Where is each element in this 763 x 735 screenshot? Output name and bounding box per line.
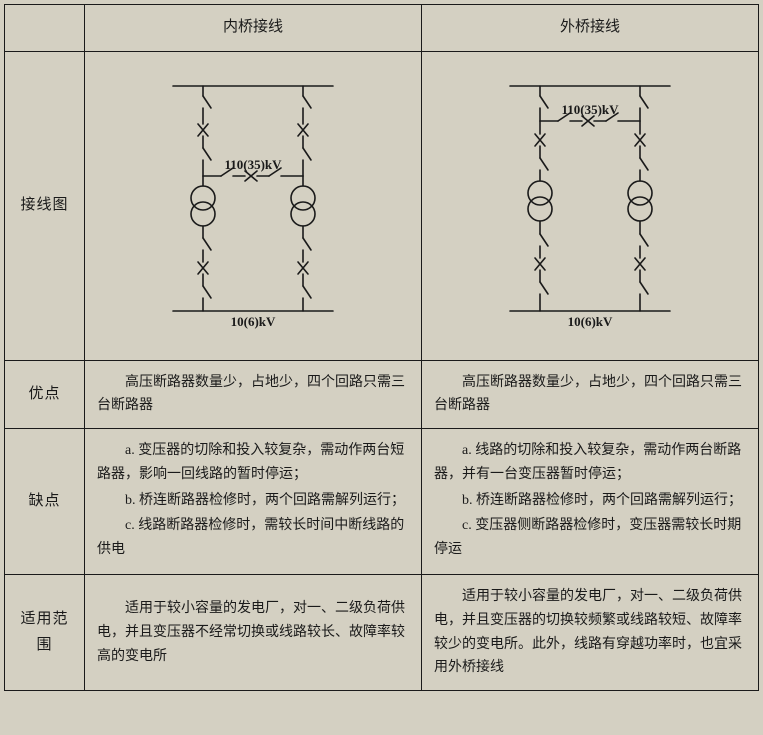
label-diagram: 接线图: [5, 51, 85, 360]
outer-bridge-diagram: 110(35)kV 10(6)kV: [422, 51, 759, 360]
label-disadvantages: 缺点: [5, 429, 85, 575]
outer-dis-b: b. 桥连断路器检修时，两个回路需解列运行；: [434, 489, 746, 513]
outer-dis-a: a. 线路的切除和投入较复杂，需动作两台断路器，并有一台变压器暂时停运；: [434, 439, 746, 487]
row-advantages: 优点 高压断路器数量少，占地少，四个回路只需三台断路器 高压断路器数量少，占地少…: [5, 360, 759, 429]
header-inner: 内桥接线: [85, 5, 422, 52]
outer-dis-c: c. 变压器侧断路器检修时，变压器需较长时期停运: [434, 514, 746, 562]
outer-disadvantages: a. 线路的切除和投入较复杂，需动作两台断路器，并有一台变压器暂时停运； b. …: [422, 429, 759, 575]
header-outer: 外桥接线: [422, 5, 759, 52]
outer-scope: 适用于较小容量的发电厂，对一、二级负荷供电，并且变压器的切换较频繁或线路较短、故…: [422, 575, 759, 691]
outer-lv-label: 10(6)kV: [568, 314, 613, 329]
inner-bridge-diagram: 110(35)kV 10(6)kV: [85, 51, 422, 360]
inner-dis-b: b. 桥连断路器检修时，两个回路需解列运行；: [97, 489, 409, 513]
row-diagram: 接线图: [5, 51, 759, 360]
comparison-table: 内桥接线 外桥接线 接线图: [4, 4, 759, 691]
inner-disadvantages: a. 变压器的切除和投入较复杂，需动作两台短路器，影响一回线路的暂时停运； b.…: [85, 429, 422, 575]
outer-bridge-svg: 110(35)kV 10(6)kV: [450, 66, 730, 346]
outer-advantages: 高压断路器数量少，占地少，四个回路只需三台断路器: [422, 360, 759, 429]
row-disadvantages: 缺点 a. 变压器的切除和投入较复杂，需动作两台短路器，影响一回线路的暂时停运；…: [5, 429, 759, 575]
header-empty: [5, 5, 85, 52]
outer-hv-label: 110(35)kV: [561, 102, 619, 117]
inner-lv-label: 10(6)kV: [231, 314, 276, 329]
label-advantages: 优点: [5, 360, 85, 429]
inner-dis-a: a. 变压器的切除和投入较复杂，需动作两台短路器，影响一回线路的暂时停运；: [97, 439, 409, 487]
inner-scope: 适用于较小容量的发电厂，对一、二级负荷供电，并且变压器不经常切换或线路较长、故障…: [85, 575, 422, 691]
inner-hv-label: 110(35)kV: [224, 157, 282, 172]
inner-advantages: 高压断路器数量少，占地少，四个回路只需三台断路器: [85, 360, 422, 429]
row-scope: 适用范围 适用于较小容量的发电厂，对一、二级负荷供电，并且变压器不经常切换或线路…: [5, 575, 759, 691]
inner-dis-c: c. 线路断路器检修时，需较长时间中断线路的供电: [97, 514, 409, 562]
label-scope: 适用范围: [5, 575, 85, 691]
inner-bridge-svg: 110(35)kV 10(6)kV: [113, 66, 393, 346]
